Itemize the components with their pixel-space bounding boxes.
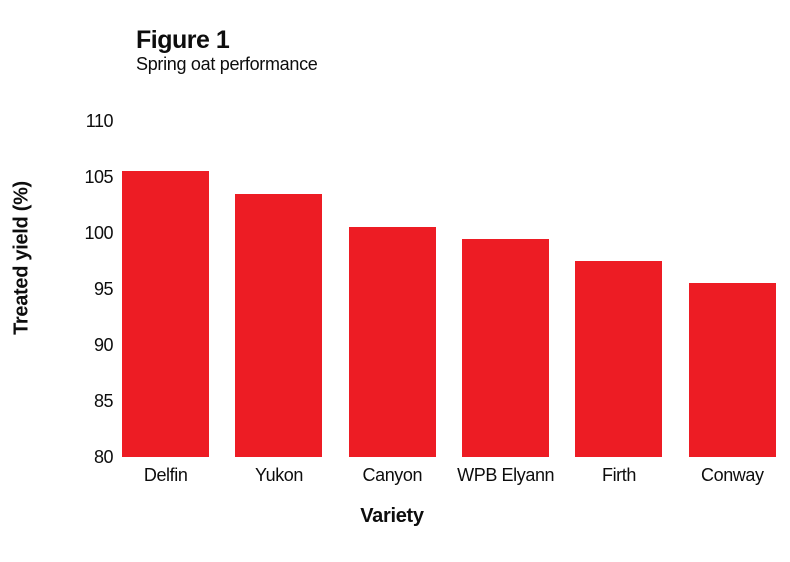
bar-slot-firth [562, 121, 675, 457]
bar-chart-plot-area [109, 121, 789, 457]
x-tick-label-canyon: Canyon [362, 465, 423, 485]
bar-slot-wpb-elyann [449, 121, 562, 457]
bar-yukon [235, 193, 323, 457]
bar-conway [688, 283, 776, 457]
bar-firth [575, 261, 663, 457]
bar-canyon [348, 227, 436, 457]
y-tick-label-105: 105 [84, 167, 113, 187]
x-axis-category-labels: Delfin Yukon Canyon WPB Elyann Firth Conway [109, 464, 789, 486]
bar-wpb-elyann [462, 238, 550, 457]
x-axis-title: Variety [360, 505, 424, 527]
y-tick-label-100: 100 [84, 223, 113, 243]
bar-slot-delfin [109, 121, 222, 457]
x-tick-label-yukon: Yukon [254, 465, 304, 485]
x-tick-label-firth: Firth [601, 465, 636, 485]
figure-title: Figure 1 [136, 26, 230, 54]
y-axis-tick-labels: 80 85 90 95 100 105 110 [0, 0, 113, 562]
x-tick-label-wpb-elyann: WPB Elyann [457, 465, 555, 485]
figure-subtitle: Spring oat performance [136, 54, 318, 74]
bar-slot-conway [676, 121, 789, 457]
x-tick-label-conway: Conway [700, 465, 764, 485]
bar-delfin [122, 171, 210, 457]
y-tick-label-90: 90 [93, 335, 114, 355]
bar-slot-canyon [336, 121, 449, 457]
x-tick-label-delfin: Delfin [143, 465, 188, 485]
y-tick-label-80: 80 [93, 447, 114, 467]
y-tick-label-85: 85 [93, 391, 114, 411]
y-tick-label-110: 110 [85, 111, 114, 131]
bar-slot-yukon [222, 121, 335, 457]
y-tick-label-95: 95 [93, 279, 114, 299]
